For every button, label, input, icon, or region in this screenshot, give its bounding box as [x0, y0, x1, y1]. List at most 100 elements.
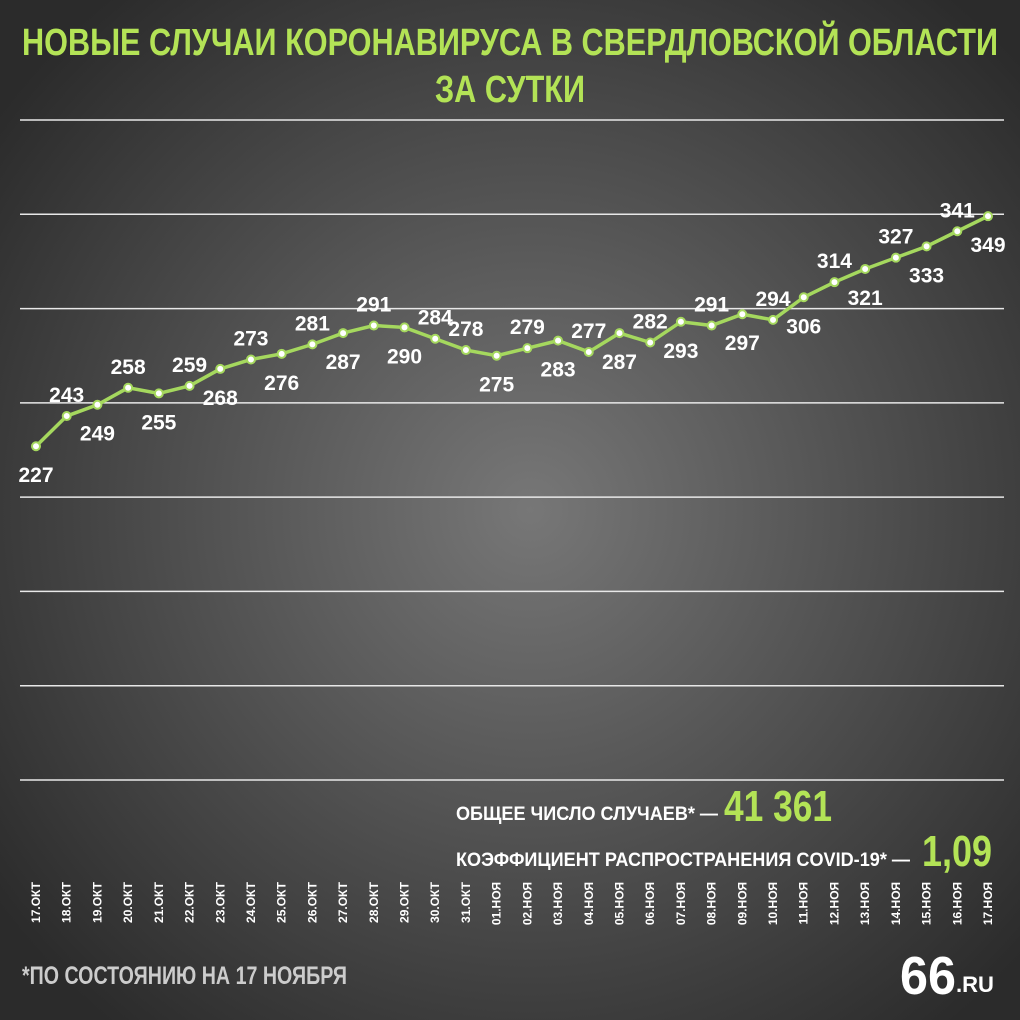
data-point	[307, 339, 318, 350]
data-label: 282	[633, 311, 668, 334]
data-label: 293	[663, 340, 698, 363]
data-label: 279	[510, 316, 545, 339]
chart-title: ЗА СУТКИ	[435, 69, 585, 111]
data-label: 291	[694, 294, 729, 317]
data-point	[399, 322, 410, 333]
data-point	[645, 337, 656, 348]
data-point	[491, 350, 502, 361]
data-label: 341	[940, 199, 975, 222]
data-label: 268	[203, 387, 238, 410]
data-label: 273	[233, 327, 268, 350]
x-tick-label: 01.НОЯ	[490, 882, 504, 925]
data-label: 284	[418, 307, 453, 330]
data-label: 349	[970, 234, 1005, 257]
x-tick-label: 04.НОЯ	[582, 882, 596, 925]
data-point	[61, 411, 72, 422]
data-point	[737, 309, 748, 320]
x-tick-label: 05.НОЯ	[612, 882, 626, 925]
x-tick-label: 02.НОЯ	[520, 882, 534, 925]
data-label: 321	[848, 287, 883, 310]
data-label: 277	[571, 320, 606, 343]
data-point	[123, 382, 134, 393]
x-tick-label: 12.НОЯ	[827, 882, 841, 925]
data-label: 290	[387, 345, 422, 368]
data-point	[338, 328, 349, 339]
x-tick-label: 26.ОКТ	[305, 881, 319, 923]
data-label: 243	[49, 384, 84, 407]
data-point	[245, 354, 256, 365]
data-point	[430, 333, 441, 344]
annotation-label: КОЭФФИЦИЕНТ РАСПРОСТРАНЕНИЯ COVID-19* —	[456, 850, 910, 871]
data-point	[614, 328, 625, 339]
x-tick-label: 23.ОКТ	[213, 881, 227, 923]
data-label: 297	[725, 332, 760, 355]
data-label: 258	[111, 356, 146, 379]
x-tick-label: 13.НОЯ	[858, 882, 872, 925]
x-tick-label: 03.НОЯ	[551, 882, 565, 925]
x-tick-label: 07.НОЯ	[674, 882, 688, 925]
data-point	[890, 252, 901, 263]
data-label: 281	[295, 312, 330, 335]
x-tick-label: 17.НОЯ	[981, 882, 995, 925]
data-label: 294	[756, 288, 791, 311]
x-tick-label: 14.НОЯ	[889, 882, 903, 925]
data-point	[706, 320, 717, 331]
x-tick-label: 21.ОКТ	[152, 881, 166, 923]
data-point	[829, 277, 840, 288]
data-label: 306	[786, 315, 821, 338]
data-point	[215, 363, 226, 374]
data-line	[34, 214, 989, 448]
x-tick-label: 11.НОЯ	[797, 882, 811, 925]
x-tick-label: 29.ОКТ	[398, 881, 412, 923]
data-point	[368, 320, 379, 331]
x-tick-label: 16.НОЯ	[950, 882, 964, 925]
data-label: 249	[80, 423, 115, 446]
data-label: 287	[602, 351, 637, 374]
data-point	[553, 335, 564, 346]
data-point	[153, 388, 164, 399]
data-label: 278	[448, 318, 483, 341]
x-tick-label: 25.ОКТ	[275, 881, 289, 923]
data-point	[184, 380, 195, 391]
x-tick-label: 09.НОЯ	[735, 882, 749, 925]
x-tick-label: 06.НОЯ	[643, 882, 657, 925]
x-tick-label: 28.ОКТ	[367, 881, 381, 923]
x-tick-label: 27.ОКТ	[336, 881, 350, 923]
annotation-value: 1,09	[922, 827, 992, 876]
x-tick-label: 10.НОЯ	[766, 882, 780, 925]
footnote: *ПО СОСТОЯНИЮ НА 17 НОЯБРЯ	[22, 962, 347, 990]
data-point	[921, 241, 932, 252]
data-point	[768, 314, 779, 325]
annotation-value: 41 361	[724, 782, 832, 831]
data-point	[983, 211, 993, 222]
data-label: 327	[878, 226, 913, 249]
x-tick-label: 20.ОКТ	[121, 881, 135, 923]
data-point	[583, 346, 594, 357]
x-tick-label: 22.ОКТ	[183, 881, 197, 923]
data-point	[860, 263, 871, 274]
x-tick-label: 18.ОКТ	[60, 881, 74, 923]
data-label: 291	[356, 294, 391, 317]
data-label: 283	[541, 359, 576, 382]
logo: .RU	[956, 972, 994, 997]
data-label: 287	[326, 351, 361, 374]
data-label: 259	[172, 354, 207, 377]
data-label: 255	[141, 411, 176, 434]
data-point	[798, 292, 809, 303]
chart-title: НОВЫЕ СЛУЧАИ КОРОНАВИРУСА В СВЕРДЛОВСКОЙ…	[22, 19, 998, 64]
data-label: 227	[18, 464, 53, 487]
logo: 66	[900, 946, 956, 1006]
x-tick-label: 08.НОЯ	[705, 882, 719, 925]
data-point	[675, 316, 686, 327]
x-tick-label: 31.ОКТ	[459, 881, 473, 923]
data-label: 314	[817, 250, 852, 273]
data-point	[92, 399, 103, 410]
data-point	[522, 343, 533, 354]
x-tick-label: 24.ОКТ	[244, 881, 258, 923]
x-tick-label: 19.ОКТ	[90, 881, 104, 923]
data-point	[276, 348, 287, 359]
data-label: 276	[264, 372, 299, 395]
